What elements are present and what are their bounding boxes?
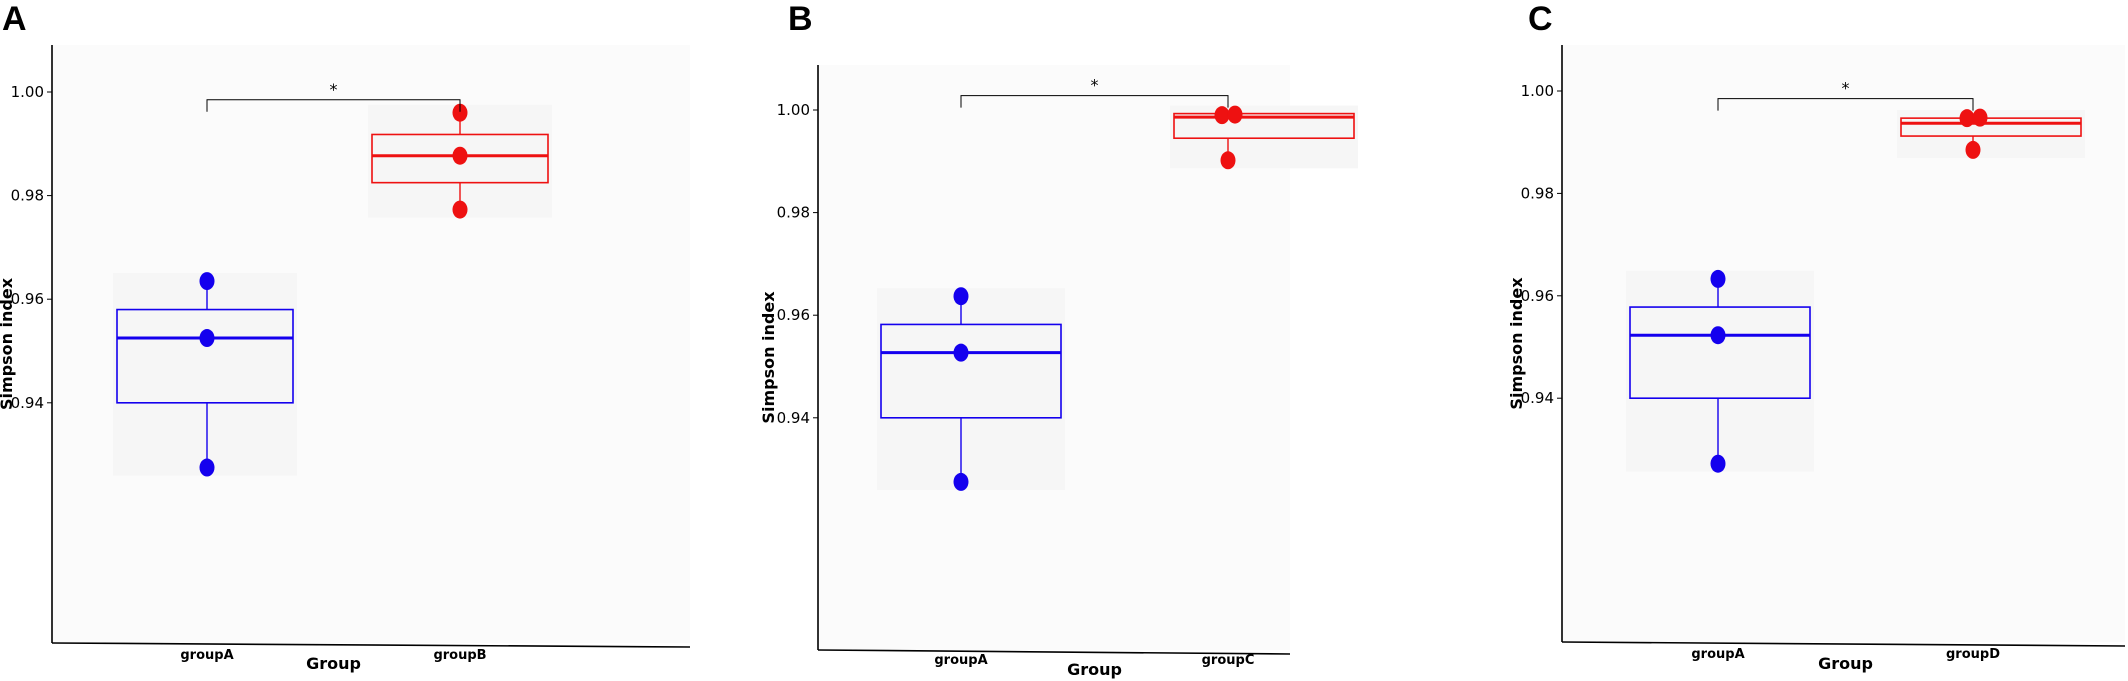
data-point [1710, 454, 1726, 473]
significance-bracket [1717, 98, 1974, 111]
panel-letter: C [1528, 0, 1553, 38]
y-tick-label: 0.98 [11, 187, 44, 205]
y-tick-label: 1.00 [777, 101, 810, 119]
x-axis-line [51, 642, 691, 648]
data-point [452, 103, 468, 122]
y-axis-title: Simpson index [1507, 277, 1526, 410]
x-tick-label: groupC [1202, 653, 1255, 668]
panel-C: C 0.94 0.96 0.98 1.00 Simpson index Group group… [1507, 0, 2126, 673]
data-point [1220, 151, 1236, 170]
significance-bracket [960, 95, 1229, 108]
significance-label: * [1842, 79, 1850, 98]
panel-B: B 0.94 0.96 0.98 1.00 Simpson index Group group… [759, 0, 1358, 679]
data-point [1965, 140, 1981, 159]
panel-letter: B [788, 0, 813, 38]
box-shadow-bg [113, 273, 297, 476]
data-point [953, 472, 969, 491]
data-point [199, 272, 215, 291]
x-tick-label: groupD [1946, 647, 2000, 662]
data-point [199, 458, 215, 477]
y-tick-label: 0.94 [1521, 389, 1554, 407]
box-groupD [1900, 117, 2082, 137]
y-tick-label: 1.00 [11, 83, 44, 101]
significance-bracket [206, 99, 461, 112]
panel-A: A 0.94 0.96 0.98 1.00 Simpson index Group group… [0, 0, 691, 673]
box-groupA [1629, 306, 1811, 399]
y-tick-label: 0.96 [11, 290, 44, 308]
data-point [953, 287, 969, 306]
y-tick-label: 1.00 [1521, 82, 1554, 100]
box-groupA [116, 308, 294, 404]
y-axis-title: Simpson index [0, 277, 16, 410]
box-shadow-bg [1170, 105, 1358, 169]
x-axis-title: Group [1818, 654, 1873, 673]
x-axis-line [817, 649, 1291, 655]
y-tick-label: 0.94 [777, 409, 810, 427]
data-point [1959, 109, 1975, 128]
data-point [1214, 106, 1230, 125]
significance-label: * [1091, 76, 1099, 95]
box-groupC [1173, 112, 1355, 140]
x-tick-label: groupB [433, 648, 486, 663]
x-axis-title: Group [1067, 660, 1122, 679]
x-tick-label: groupA [180, 648, 233, 663]
y-axis-title: Simpson index [759, 291, 778, 424]
panel-letter: A [2, 0, 27, 38]
data-point [953, 343, 969, 362]
data-point [452, 200, 468, 219]
box-groupB [371, 133, 549, 184]
x-axis-line [1561, 641, 2126, 647]
y-tick-label: 0.94 [11, 394, 44, 412]
y-tick-label: 0.96 [1521, 287, 1554, 305]
y-tick-label: 0.98 [777, 204, 810, 222]
box-shadow-bg [877, 288, 1065, 490]
box-shadow-bg [1897, 110, 2085, 158]
x-tick-label: groupA [934, 653, 987, 668]
box-groupA [880, 323, 1062, 419]
data-point [452, 146, 468, 165]
data-point [1710, 326, 1726, 345]
data-point [1972, 108, 1988, 127]
y-tick-label: 0.96 [777, 306, 810, 324]
y-tick-label: 0.98 [1521, 184, 1554, 202]
data-point [1710, 269, 1726, 288]
x-tick-label: groupA [1691, 647, 1744, 662]
data-point [1227, 105, 1243, 124]
x-axis-title: Group [306, 654, 361, 673]
box-shadow-bg [1626, 270, 1814, 472]
data-point [199, 329, 215, 348]
significance-label: * [330, 80, 338, 99]
